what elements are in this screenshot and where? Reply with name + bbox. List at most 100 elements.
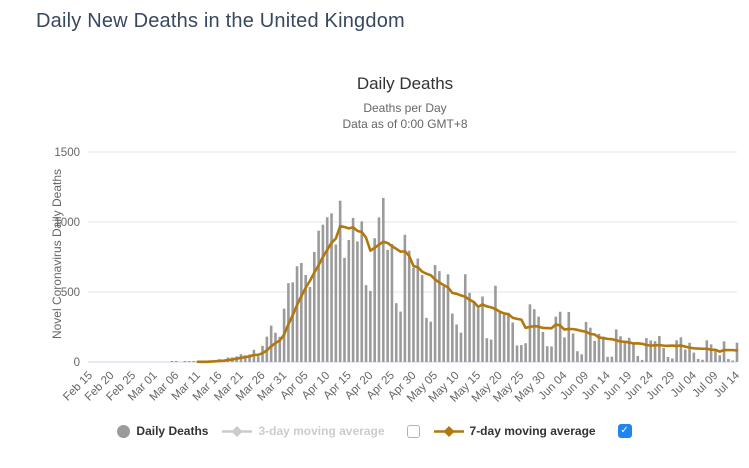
bar[interactable] (532, 309, 536, 362)
bar[interactable] (425, 317, 428, 362)
bar[interactable] (653, 341, 657, 362)
bar[interactable] (256, 356, 260, 362)
bar[interactable] (580, 354, 584, 362)
legend-item-daily-deaths[interactable]: Daily Deaths (117, 424, 208, 438)
bar[interactable] (386, 249, 389, 362)
bar[interactable] (399, 311, 402, 362)
bar[interactable] (485, 338, 489, 362)
bar[interactable] (243, 355, 247, 362)
bar[interactable] (537, 316, 540, 362)
bar[interactable] (420, 275, 424, 362)
bar[interactable] (671, 358, 674, 363)
bar[interactable] (394, 303, 398, 362)
bar[interactable] (407, 250, 411, 362)
bar[interactable] (666, 356, 670, 362)
bar[interactable] (498, 311, 502, 362)
bar[interactable] (502, 314, 506, 362)
bar[interactable] (515, 345, 519, 362)
bar[interactable] (360, 221, 364, 362)
checkbox-checked-ma7[interactable]: ✓ (617, 424, 632, 438)
bar[interactable] (312, 251, 316, 362)
bar[interactable] (597, 333, 601, 362)
bar[interactable] (489, 339, 493, 362)
bar[interactable] (623, 343, 627, 362)
bar[interactable] (627, 337, 631, 362)
bar[interactable] (183, 361, 187, 362)
bar[interactable] (416, 258, 420, 362)
bar[interactable] (714, 350, 717, 362)
bar[interactable] (494, 285, 497, 362)
bar[interactable] (632, 344, 635, 362)
bar[interactable] (446, 274, 450, 362)
bar[interactable] (735, 342, 739, 362)
bar[interactable] (369, 290, 372, 362)
bar[interactable] (364, 285, 368, 362)
bar[interactable] (606, 356, 609, 362)
bar[interactable] (334, 244, 338, 362)
bar[interactable] (170, 361, 174, 362)
bar[interactable] (563, 337, 566, 362)
bar[interactable] (675, 340, 678, 362)
bar[interactable] (433, 264, 437, 362)
bar[interactable] (554, 316, 558, 362)
bar[interactable] (692, 352, 696, 362)
bar[interactable] (429, 321, 433, 362)
bar[interactable] (528, 304, 532, 362)
bar[interactable] (705, 340, 709, 362)
bar[interactable] (709, 344, 713, 362)
daily-deaths-bars[interactable] (170, 197, 739, 363)
bar[interactable] (545, 346, 549, 362)
bar[interactable] (390, 243, 394, 362)
bar[interactable] (649, 340, 653, 362)
bar[interactable] (718, 355, 722, 362)
bar[interactable] (274, 332, 277, 362)
bar[interactable] (304, 275, 307, 362)
legend-item-ma3[interactable]: 3-day moving average (222, 424, 385, 438)
bar[interactable] (688, 342, 691, 362)
bar[interactable] (701, 359, 704, 362)
bar[interactable] (278, 336, 282, 362)
bar[interactable] (338, 200, 342, 362)
bar[interactable] (192, 361, 195, 362)
bar[interactable] (468, 292, 471, 362)
bar[interactable] (317, 230, 320, 362)
bar[interactable] (300, 262, 303, 362)
bar[interactable] (567, 312, 571, 362)
legend-item-ma7[interactable]: 7-day moving average (433, 424, 596, 438)
bar[interactable] (295, 266, 299, 362)
bar[interactable] (356, 241, 359, 362)
bar[interactable] (520, 345, 523, 362)
bar[interactable] (640, 359, 644, 362)
bar[interactable] (614, 329, 618, 362)
bar[interactable] (619, 336, 622, 362)
bar[interactable] (472, 302, 476, 362)
bar[interactable] (269, 325, 273, 362)
bar[interactable] (373, 238, 376, 362)
bar[interactable] (463, 274, 467, 362)
bar[interactable] (325, 217, 329, 362)
bar[interactable] (550, 346, 553, 362)
bar[interactable] (377, 217, 381, 362)
bar[interactable] (187, 361, 191, 362)
bar[interactable] (645, 338, 648, 362)
bar[interactable] (589, 327, 592, 362)
bar[interactable] (584, 321, 588, 362)
bar[interactable] (481, 296, 484, 362)
bar[interactable] (248, 354, 251, 362)
bar[interactable] (343, 257, 346, 362)
bar[interactable] (696, 358, 700, 362)
bar[interactable] (459, 332, 463, 362)
bar[interactable] (351, 217, 355, 362)
bar[interactable] (558, 311, 562, 362)
bar[interactable] (507, 312, 510, 362)
bar[interactable] (576, 351, 579, 362)
bar[interactable] (683, 349, 687, 362)
bar[interactable] (442, 286, 445, 362)
bar[interactable] (662, 348, 665, 362)
bar[interactable] (658, 335, 661, 362)
bar[interactable] (403, 234, 407, 362)
bar[interactable] (511, 322, 515, 362)
bar[interactable] (731, 360, 734, 362)
seven-day-moving-average-line[interactable] (196, 224, 739, 364)
